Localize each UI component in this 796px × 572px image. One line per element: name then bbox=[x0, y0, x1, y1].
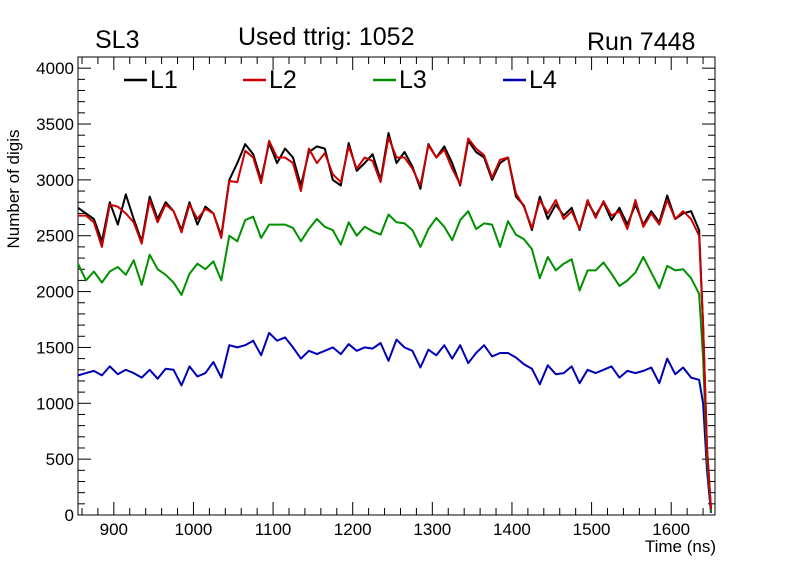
series-lines bbox=[77, 132, 712, 513]
legend-label-l1: L1 bbox=[150, 66, 178, 94]
legend-label-l2: L2 bbox=[269, 66, 297, 94]
y-tick-label: 2000 bbox=[36, 283, 74, 302]
run-label: Run 7448 bbox=[587, 28, 696, 56]
y-tick-label: 3000 bbox=[36, 171, 74, 190]
x-tick-label: 1100 bbox=[255, 520, 292, 539]
series-line-l1 bbox=[77, 132, 712, 510]
y-tick-label: 1000 bbox=[36, 394, 74, 413]
superlayer-label: SL3 bbox=[95, 26, 140, 54]
x-tick-label: 900 bbox=[100, 520, 128, 539]
y-tick-label: 0 bbox=[65, 506, 74, 525]
series-line-l4 bbox=[77, 331, 712, 513]
legend: L1 L2 L3 L4 bbox=[124, 66, 557, 94]
x-tick-label: 1000 bbox=[175, 520, 213, 539]
y-axis-ticks: 0 500 1000 1500 2000 2500 3000 3500 4000 bbox=[36, 56, 715, 525]
x-axis-label: Time (ns) bbox=[645, 537, 716, 556]
x-tick-label: 1600 bbox=[652, 520, 690, 539]
x-tick-label: 1400 bbox=[493, 520, 531, 539]
x-axis-ticks: 900 1000 1100 1200 1300 1400 1500 1600 bbox=[81, 57, 704, 539]
y-tick-label: 1500 bbox=[36, 338, 74, 357]
plot-frame bbox=[77, 56, 716, 516]
y-axis-label: Number of digis bbox=[4, 129, 23, 248]
x-tick-label: 1300 bbox=[413, 520, 451, 539]
series-line-l2 bbox=[78, 136, 712, 510]
y-tick-label: 2500 bbox=[36, 227, 74, 246]
legend-label-l4: L4 bbox=[529, 66, 557, 94]
chart-title: Used ttrig: 1052 bbox=[238, 23, 415, 51]
x-tick-label: 1500 bbox=[573, 520, 611, 539]
y-tick-label: 3500 bbox=[36, 115, 74, 134]
series-line-l3 bbox=[77, 210, 712, 512]
y-tick-label: 4000 bbox=[36, 59, 74, 78]
x-tick-label: 1200 bbox=[334, 520, 372, 539]
y-tick-label: 500 bbox=[46, 450, 74, 469]
legend-label-l3: L3 bbox=[399, 66, 427, 94]
